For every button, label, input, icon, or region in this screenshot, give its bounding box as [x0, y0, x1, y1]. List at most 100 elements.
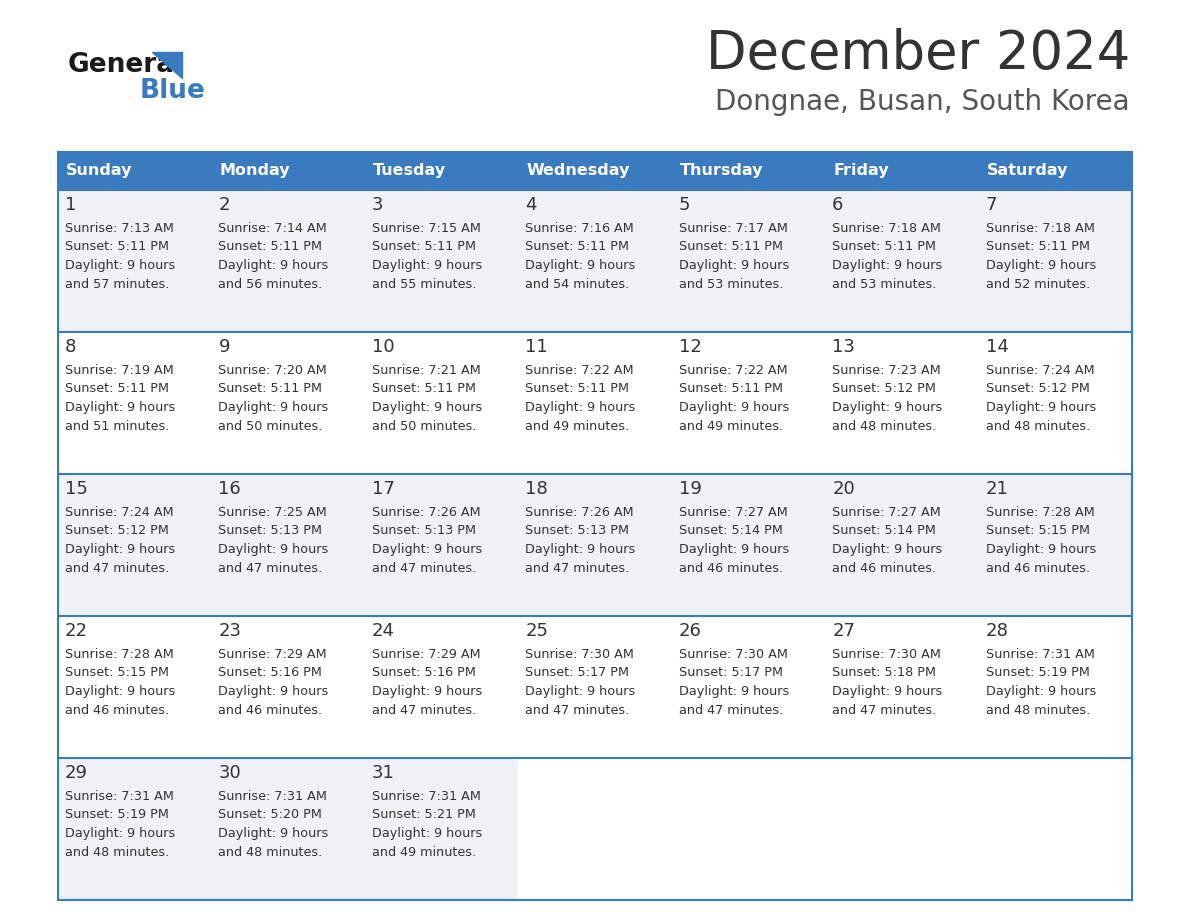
Text: Sunset: 5:13 PM: Sunset: 5:13 PM	[219, 524, 322, 538]
Text: Sunrise: 7:24 AM: Sunrise: 7:24 AM	[65, 506, 173, 519]
Bar	[518, 332, 671, 474]
Text: Sunset: 5:11 PM: Sunset: 5:11 PM	[65, 383, 169, 396]
Text: General: General	[68, 52, 184, 78]
Bar	[58, 474, 211, 616]
Bar	[671, 474, 826, 616]
Bar	[826, 616, 979, 758]
Text: 25: 25	[525, 622, 549, 640]
Text: Daylight: 9 hours: Daylight: 9 hours	[65, 543, 176, 556]
Text: and 55 minutes.: and 55 minutes.	[372, 277, 476, 290]
Text: Saturday: Saturday	[986, 163, 1068, 178]
Text: Sunrise: 7:30 AM: Sunrise: 7:30 AM	[525, 648, 634, 661]
Text: and 46 minutes.: and 46 minutes.	[219, 703, 323, 717]
Text: Sunset: 5:11 PM: Sunset: 5:11 PM	[678, 241, 783, 253]
Text: and 48 minutes.: and 48 minutes.	[65, 845, 169, 858]
Text: Sunset: 5:19 PM: Sunset: 5:19 PM	[986, 666, 1089, 679]
Text: 3: 3	[372, 196, 384, 214]
Text: Sunset: 5:12 PM: Sunset: 5:12 PM	[65, 524, 169, 538]
Text: 17: 17	[372, 480, 394, 498]
Text: Sunrise: 7:31 AM: Sunrise: 7:31 AM	[219, 790, 328, 803]
Text: 31: 31	[372, 764, 394, 782]
Text: Daylight: 9 hours: Daylight: 9 hours	[372, 401, 482, 414]
Text: and 47 minutes.: and 47 minutes.	[525, 703, 630, 717]
Text: Daylight: 9 hours: Daylight: 9 hours	[219, 543, 329, 556]
Text: Sunrise: 7:31 AM: Sunrise: 7:31 AM	[65, 790, 173, 803]
Text: Sunset: 5:21 PM: Sunset: 5:21 PM	[372, 809, 475, 822]
Text: Friday: Friday	[833, 163, 889, 178]
Text: Sunset: 5:15 PM: Sunset: 5:15 PM	[65, 666, 169, 679]
Text: Sunrise: 7:30 AM: Sunrise: 7:30 AM	[832, 648, 941, 661]
Bar	[671, 332, 826, 474]
Text: Daylight: 9 hours: Daylight: 9 hours	[65, 259, 176, 272]
Bar	[979, 474, 1132, 616]
Text: Sunrise: 7:18 AM: Sunrise: 7:18 AM	[986, 222, 1094, 235]
Text: Daylight: 9 hours: Daylight: 9 hours	[832, 259, 942, 272]
Text: Daylight: 9 hours: Daylight: 9 hours	[525, 543, 636, 556]
Text: Daylight: 9 hours: Daylight: 9 hours	[525, 685, 636, 698]
Text: 18: 18	[525, 480, 548, 498]
Text: and 53 minutes.: and 53 minutes.	[832, 277, 936, 290]
Text: 4: 4	[525, 196, 537, 214]
Text: Sunset: 5:16 PM: Sunset: 5:16 PM	[219, 666, 322, 679]
Text: and 47 minutes.: and 47 minutes.	[219, 562, 323, 575]
Text: and 52 minutes.: and 52 minutes.	[986, 277, 1089, 290]
Text: Daylight: 9 hours: Daylight: 9 hours	[678, 401, 789, 414]
Text: 19: 19	[678, 480, 702, 498]
Bar	[826, 152, 979, 190]
Text: and 53 minutes.: and 53 minutes.	[678, 277, 783, 290]
Text: Sunrise: 7:27 AM: Sunrise: 7:27 AM	[832, 506, 941, 519]
Text: Daylight: 9 hours: Daylight: 9 hours	[219, 259, 329, 272]
Text: Daylight: 9 hours: Daylight: 9 hours	[832, 401, 942, 414]
Bar	[671, 190, 826, 332]
Bar	[365, 758, 518, 900]
Text: Daylight: 9 hours: Daylight: 9 hours	[65, 685, 176, 698]
Text: 15: 15	[65, 480, 88, 498]
Bar	[58, 152, 1132, 900]
Text: Daylight: 9 hours: Daylight: 9 hours	[219, 827, 329, 840]
Text: Sunrise: 7:27 AM: Sunrise: 7:27 AM	[678, 506, 788, 519]
Text: Sunset: 5:20 PM: Sunset: 5:20 PM	[219, 809, 322, 822]
Text: Sunrise: 7:26 AM: Sunrise: 7:26 AM	[372, 506, 480, 519]
Text: Daylight: 9 hours: Daylight: 9 hours	[372, 543, 482, 556]
Bar	[58, 758, 211, 900]
Text: Sunset: 5:16 PM: Sunset: 5:16 PM	[372, 666, 475, 679]
Text: Sunset: 5:15 PM: Sunset: 5:15 PM	[986, 524, 1089, 538]
Text: and 49 minutes.: and 49 minutes.	[372, 845, 476, 858]
Text: Daylight: 9 hours: Daylight: 9 hours	[65, 401, 176, 414]
Text: and 46 minutes.: and 46 minutes.	[986, 562, 1089, 575]
Text: 21: 21	[986, 480, 1009, 498]
Text: Sunset: 5:11 PM: Sunset: 5:11 PM	[525, 383, 630, 396]
Text: Daylight: 9 hours: Daylight: 9 hours	[986, 685, 1095, 698]
Text: Sunrise: 7:23 AM: Sunrise: 7:23 AM	[832, 364, 941, 377]
Text: Wednesday: Wednesday	[526, 163, 630, 178]
Polygon shape	[152, 52, 182, 78]
Text: Sunset: 5:19 PM: Sunset: 5:19 PM	[65, 809, 169, 822]
Text: Sunrise: 7:19 AM: Sunrise: 7:19 AM	[65, 364, 173, 377]
Text: 23: 23	[219, 622, 241, 640]
Text: 27: 27	[832, 622, 855, 640]
Text: and 46 minutes.: and 46 minutes.	[678, 562, 783, 575]
Text: Sunset: 5:13 PM: Sunset: 5:13 PM	[372, 524, 476, 538]
Text: Sunset: 5:11 PM: Sunset: 5:11 PM	[678, 383, 783, 396]
Text: and 57 minutes.: and 57 minutes.	[65, 277, 170, 290]
Text: and 49 minutes.: and 49 minutes.	[525, 420, 630, 432]
Text: and 47 minutes.: and 47 minutes.	[525, 562, 630, 575]
Text: and 48 minutes.: and 48 minutes.	[219, 845, 323, 858]
Text: Sunrise: 7:16 AM: Sunrise: 7:16 AM	[525, 222, 634, 235]
Text: and 46 minutes.: and 46 minutes.	[832, 562, 936, 575]
Text: Sunset: 5:11 PM: Sunset: 5:11 PM	[65, 241, 169, 253]
Text: 22: 22	[65, 622, 88, 640]
Text: Sunrise: 7:13 AM: Sunrise: 7:13 AM	[65, 222, 173, 235]
Text: Sunrise: 7:24 AM: Sunrise: 7:24 AM	[986, 364, 1094, 377]
Text: 2: 2	[219, 196, 230, 214]
Text: Daylight: 9 hours: Daylight: 9 hours	[219, 685, 329, 698]
Text: 1: 1	[65, 196, 76, 214]
Bar	[826, 190, 979, 332]
Text: 8: 8	[65, 338, 76, 356]
Text: 28: 28	[986, 622, 1009, 640]
Text: Daylight: 9 hours: Daylight: 9 hours	[372, 259, 482, 272]
Bar	[365, 616, 518, 758]
Text: Blue: Blue	[140, 78, 206, 104]
Bar	[518, 152, 671, 190]
Text: Sunrise: 7:22 AM: Sunrise: 7:22 AM	[678, 364, 788, 377]
